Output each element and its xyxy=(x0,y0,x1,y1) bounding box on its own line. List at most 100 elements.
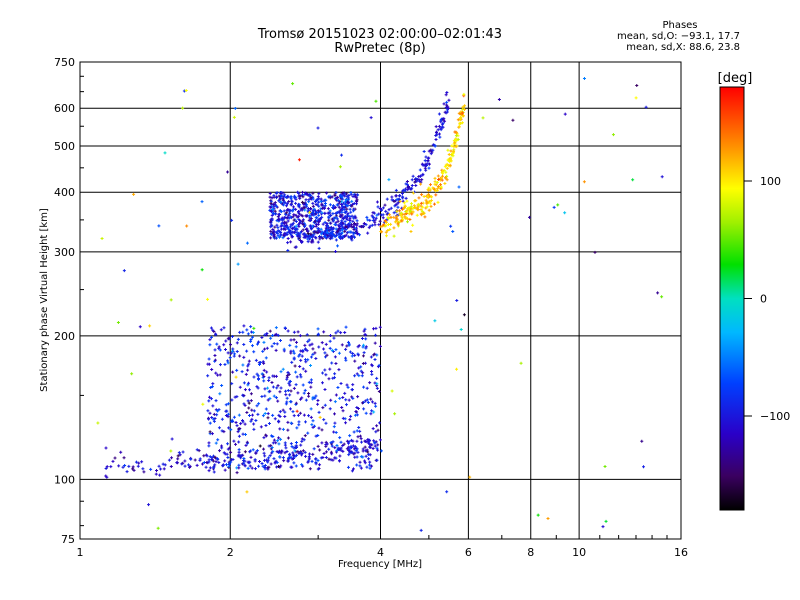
data-point xyxy=(317,213,321,217)
data-point xyxy=(355,372,359,376)
data-point xyxy=(277,413,281,417)
data-point xyxy=(278,427,282,431)
data-point xyxy=(454,134,458,138)
data-point xyxy=(316,126,320,130)
data-point xyxy=(348,434,352,438)
data-point xyxy=(228,446,232,450)
y-tick-label: 300 xyxy=(54,246,75,259)
data-point xyxy=(247,388,251,392)
data-point xyxy=(373,341,377,345)
data-point xyxy=(344,347,348,351)
data-point xyxy=(316,203,320,207)
data-point xyxy=(214,399,218,403)
y-tick-label: 75 xyxy=(61,533,75,546)
data-point xyxy=(273,225,277,229)
data-point xyxy=(303,388,307,392)
y-axis-label: Stationary phase Virtual Height [km] xyxy=(39,208,50,392)
data-point xyxy=(461,114,465,118)
data-point xyxy=(446,105,450,109)
data-point xyxy=(369,355,373,359)
data-point xyxy=(279,210,283,214)
data-point xyxy=(249,399,253,403)
data-point xyxy=(163,151,167,155)
data-point xyxy=(394,188,398,192)
data-point xyxy=(370,409,374,413)
data-point xyxy=(311,419,315,423)
data-point xyxy=(445,110,449,114)
data-point xyxy=(292,461,296,465)
data-point xyxy=(374,430,378,434)
data-point xyxy=(366,450,370,454)
data-point xyxy=(324,342,328,346)
data-point xyxy=(274,441,278,445)
data-point xyxy=(258,459,262,463)
data-point xyxy=(424,198,428,202)
data-point xyxy=(389,222,393,226)
data-point xyxy=(332,430,336,434)
data-point xyxy=(325,231,329,235)
data-point xyxy=(333,372,337,376)
data-point xyxy=(303,434,307,438)
data-point xyxy=(324,456,328,460)
data-point xyxy=(269,201,273,205)
data-point xyxy=(339,207,343,211)
data-point xyxy=(384,220,388,224)
data-point xyxy=(367,457,371,461)
data-point xyxy=(330,348,334,352)
data-point xyxy=(216,373,220,377)
data-point xyxy=(323,220,327,224)
data-point xyxy=(155,469,159,473)
data-point xyxy=(373,401,377,405)
data-point xyxy=(453,130,457,134)
data-point xyxy=(138,325,142,329)
data-point xyxy=(350,204,354,208)
data-point xyxy=(423,215,427,219)
data-point xyxy=(297,354,301,358)
data-point xyxy=(326,195,330,199)
data-point xyxy=(357,366,361,370)
data-point xyxy=(393,412,397,416)
data-point xyxy=(236,430,240,434)
data-point xyxy=(247,362,251,366)
x-tick-labels: 1 2 4 6 8 10 16 xyxy=(77,546,689,559)
data-point xyxy=(437,124,441,128)
data-point xyxy=(345,383,349,387)
data-point xyxy=(438,183,442,187)
data-point xyxy=(167,458,171,462)
data-point xyxy=(271,385,275,389)
data-point xyxy=(355,219,359,223)
data-point xyxy=(279,200,283,204)
data-point xyxy=(405,199,409,203)
data-point xyxy=(309,240,313,244)
data-point xyxy=(298,364,302,368)
data-point xyxy=(125,470,129,474)
data-point xyxy=(307,414,311,418)
data-point xyxy=(268,220,272,224)
data-point xyxy=(246,466,250,470)
data-point xyxy=(327,457,331,461)
data-point xyxy=(211,417,215,421)
data-point xyxy=(226,351,230,355)
data-point xyxy=(116,321,120,325)
data-point xyxy=(249,338,253,342)
data-point xyxy=(263,394,267,398)
data-point xyxy=(227,426,231,430)
data-point xyxy=(395,209,399,213)
data-point xyxy=(96,421,100,425)
data-point xyxy=(272,457,276,461)
data-point xyxy=(183,459,187,463)
data-point xyxy=(434,125,438,129)
data-point xyxy=(290,223,294,227)
data-point xyxy=(348,207,352,211)
data-point xyxy=(296,234,300,238)
data-point xyxy=(282,459,286,463)
data-point xyxy=(183,464,187,468)
data-point xyxy=(395,214,399,218)
data-point xyxy=(378,344,382,348)
data-point xyxy=(267,376,271,380)
data-point xyxy=(286,371,290,375)
data-point xyxy=(427,149,431,153)
data-point xyxy=(305,204,309,208)
data-point xyxy=(257,402,261,406)
data-point xyxy=(243,403,247,407)
